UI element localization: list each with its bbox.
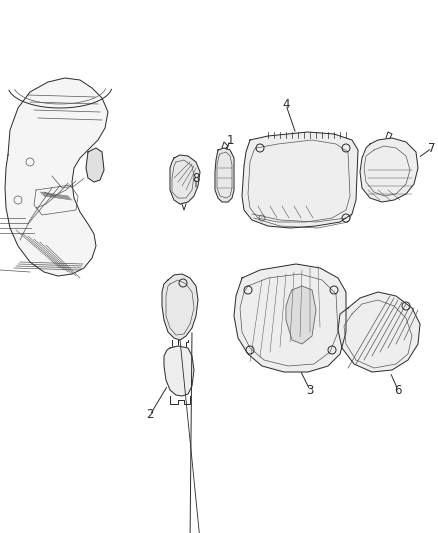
Polygon shape	[170, 155, 200, 204]
Polygon shape	[234, 264, 346, 372]
Polygon shape	[86, 148, 104, 182]
Polygon shape	[215, 148, 234, 202]
Text: 8: 8	[192, 172, 200, 184]
Polygon shape	[338, 292, 420, 372]
Polygon shape	[242, 132, 358, 228]
Text: 6: 6	[394, 384, 402, 397]
Text: 7: 7	[428, 141, 436, 155]
Polygon shape	[162, 274, 198, 340]
Text: 3: 3	[306, 384, 314, 397]
Text: 2: 2	[146, 408, 154, 422]
Text: 4: 4	[282, 99, 290, 111]
Polygon shape	[164, 346, 194, 396]
Polygon shape	[360, 138, 418, 202]
Text: 1: 1	[226, 133, 234, 147]
Polygon shape	[286, 286, 316, 344]
Polygon shape	[5, 78, 108, 276]
